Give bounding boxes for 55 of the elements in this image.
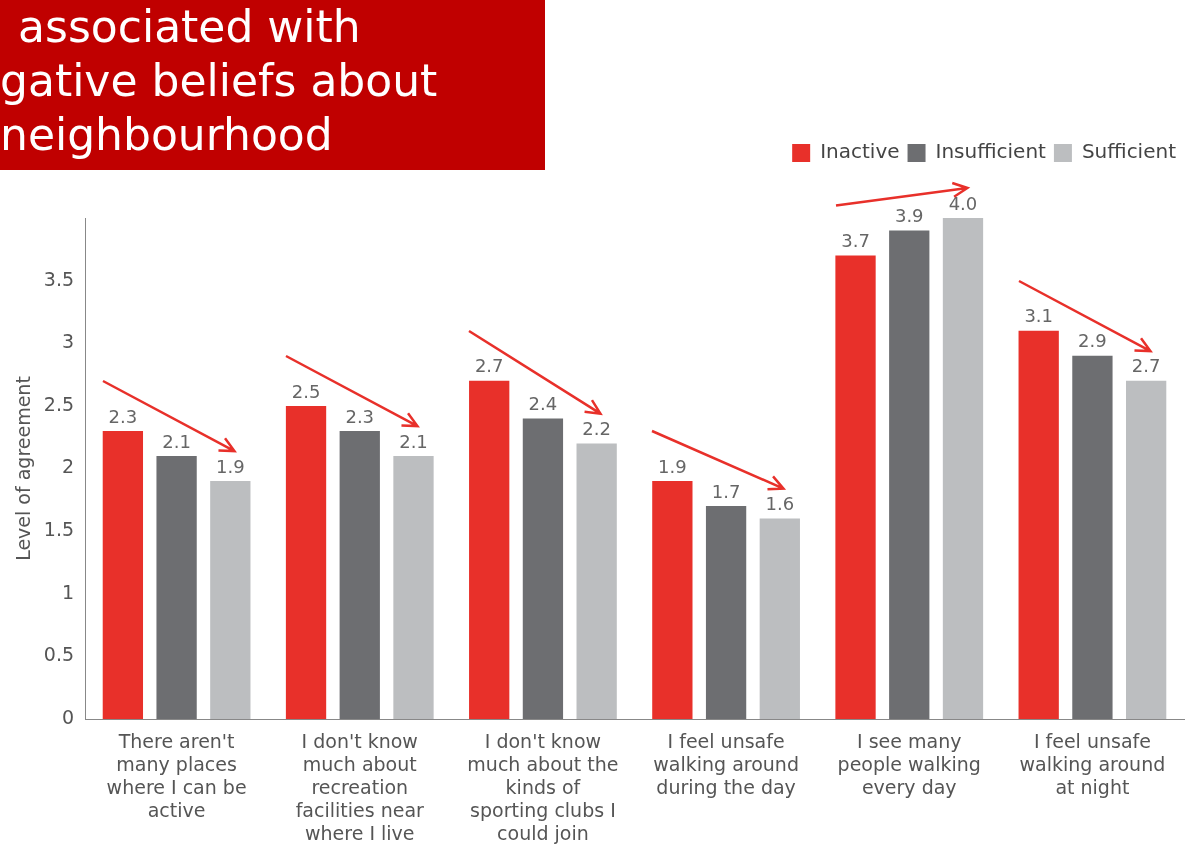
data-label: 2.7 [474, 355, 504, 377]
bar [339, 430, 380, 719]
legend-label: Sufficient [1081, 139, 1177, 164]
data-label: 1.7 [711, 480, 741, 502]
data-label: 1.9 [216, 455, 245, 477]
data-label: 2.1 [162, 430, 191, 452]
bar [469, 380, 510, 719]
y-axis-title: Level of agreement [12, 376, 35, 561]
data-label: 3.1 [1024, 305, 1054, 327]
data-label: 2.9 [1078, 330, 1107, 352]
y-tick-label: 0.5 [43, 643, 75, 666]
bar [522, 418, 564, 719]
data-label: 3.7 [841, 230, 870, 252]
y-tick-label: 1.5 [43, 518, 75, 541]
bar [285, 405, 327, 719]
data-label: 2.7 [1131, 355, 1161, 377]
data-label: 2.2 [582, 418, 611, 440]
y-tick-label: 2.5 [43, 392, 75, 415]
data-label: 2.1 [399, 430, 428, 452]
x-tick-label: I don't know much about recreation facilities near where I live [295, 730, 425, 844]
data-label: 3.9 [894, 205, 924, 227]
x-tick-label: There aren't many places where I can be active [106, 730, 247, 821]
bar [835, 255, 876, 719]
bar [705, 506, 747, 719]
chart-title: associated with gative beliefs about neighbourhood [0, 0, 439, 162]
data-label: 1.6 [765, 493, 795, 515]
data-label: 2.5 [291, 380, 321, 402]
data-label: 2.3 [345, 405, 375, 427]
x-tick-label: I don't know much about the kinds of sporting clubs I could join [467, 730, 619, 844]
data-label: 2.3 [108, 405, 138, 427]
bar [102, 430, 144, 719]
y-tick-label: 3.5 [43, 267, 75, 290]
y-tick-label: 2 [61, 455, 75, 478]
bar [942, 218, 984, 719]
x-tick-label: I feel unsafe walking around during the day [653, 730, 799, 798]
bar [1072, 355, 1113, 719]
bar [210, 481, 251, 719]
data-label: 1.9 [658, 455, 687, 477]
legend-label: Inactive [820, 139, 900, 164]
bar [759, 518, 800, 719]
bar [1126, 380, 1167, 719]
x-tick-label: I see many people walking every day [837, 730, 981, 798]
bar [889, 230, 930, 719]
bar [156, 455, 197, 719]
y-tick-label: 3 [61, 330, 75, 353]
data-label: 4.0 [948, 192, 978, 214]
y-tick-label: 1 [61, 580, 75, 603]
bar [1018, 330, 1059, 719]
legend-label: Insufficient [935, 139, 1047, 164]
bar [576, 443, 617, 719]
data-label: 2.4 [528, 393, 558, 415]
y-tick-label: 0 [61, 705, 75, 728]
bar [393, 455, 434, 719]
x-tick-label: I feel unsafe walking around at night [1019, 730, 1166, 798]
bar [652, 481, 693, 719]
